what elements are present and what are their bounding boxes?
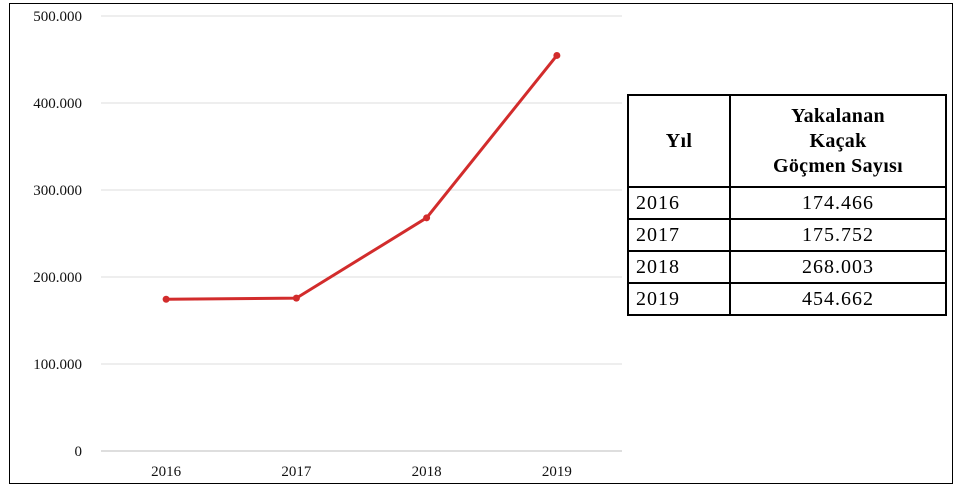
y-tick-label: 300.000 [33, 183, 82, 199]
header-count-line-1: Yakalanan [791, 104, 885, 127]
x-tick-label: 2016 [151, 464, 182, 480]
header-count-line-3: Göçmen Sayısı [772, 154, 903, 177]
y-axis-ticks: 0 100.000 200.000 300.000 400.000 500.000 [33, 9, 82, 460]
x-axis-ticks: 2016 2017 2018 2019 [151, 464, 572, 480]
y-tick-label: 400.000 [33, 96, 82, 112]
cell-value: 268.003 [729, 250, 947, 284]
y-tick-label: 0 [75, 444, 83, 460]
table-row: 2017 175.752 [627, 218, 947, 252]
cell-value: 175.752 [729, 218, 947, 252]
y-tick-label: 200.000 [33, 270, 82, 286]
header-count-line-2: Kaçak [809, 129, 867, 152]
cell-year: 2017 [627, 218, 731, 252]
data-point [292, 294, 300, 302]
data-point [553, 51, 561, 59]
table-row: 2019 454.662 [627, 282, 947, 316]
cell-year: 2016 [627, 186, 731, 220]
cell-year: 2019 [627, 282, 731, 316]
table-row: 2016 174.466 [627, 186, 947, 220]
x-tick-label: 2019 [542, 464, 572, 480]
cell-value: 174.466 [729, 186, 947, 220]
x-tick-label: 2018 [412, 464, 442, 480]
table-row: 2018 268.003 [627, 250, 947, 284]
y-tick-label: 100.000 [33, 357, 82, 373]
y-tick-label: 500.000 [33, 9, 82, 25]
series-layer [162, 51, 561, 303]
line-chart: 0 100.000 200.000 300.000 400.000 500.000 201… [33, 9, 622, 480]
data-point [423, 214, 431, 222]
series-line [164, 53, 559, 301]
cell-value: 454.662 [729, 282, 947, 316]
header-count: Yakalanan Kaçak Göçmen Sayısı [729, 94, 947, 188]
data-table: Yıl Yakalanan Kaçak Göçmen Sayısı 2016 1… [627, 94, 947, 316]
x-tick-label: 2017 [281, 464, 312, 480]
cell-year: 2018 [627, 250, 731, 284]
header-year: Yıl [627, 94, 731, 188]
data-point [162, 295, 170, 303]
table-header-row: Yıl Yakalanan Kaçak Göçmen Sayısı [627, 94, 947, 188]
gridlines [101, 15, 622, 452]
